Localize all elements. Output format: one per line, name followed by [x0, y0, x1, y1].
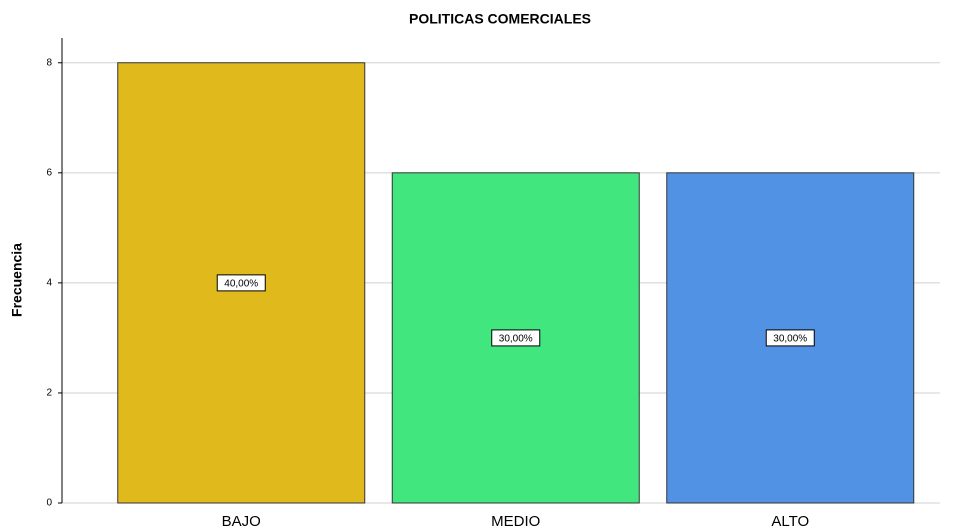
y-tick-label: 2: [46, 388, 52, 399]
data-label-box: [765, 329, 815, 347]
x-tick-label: BAJO: [222, 513, 261, 530]
y-tick-label: 6: [46, 167, 52, 178]
data-label-box: [216, 274, 266, 292]
data-label: 30,00%: [773, 334, 807, 345]
x-tick-label: ALTO: [771, 513, 809, 530]
y-axis-label: Frecuencia: [9, 243, 25, 317]
x-tick-label: MEDIO: [491, 513, 540, 530]
y-tick-label: 8: [46, 57, 52, 68]
chart-title: POLITICAS COMERCIALES: [409, 11, 591, 27]
y-tick-label: 0: [46, 498, 52, 509]
data-label: 40,00%: [224, 279, 258, 290]
data-label-box: [491, 329, 541, 347]
y-tick-label: 4: [46, 278, 52, 289]
data-label: 30,00%: [499, 334, 533, 345]
